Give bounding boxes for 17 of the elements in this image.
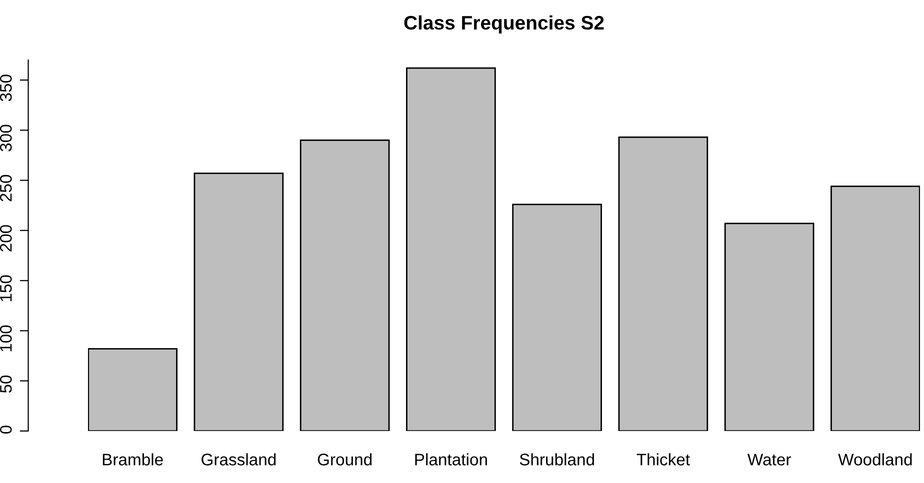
y-tick-label: 0 bbox=[0, 426, 12, 434]
y-tick-label: 350 bbox=[0, 74, 12, 102]
x-tick-label: Thicket bbox=[636, 453, 690, 466]
x-tick-label: Shrubland bbox=[520, 453, 594, 466]
y-tick-label: 100 bbox=[0, 325, 12, 352]
x-tick-label: Grassland bbox=[202, 453, 276, 466]
y-tick-label: 300 bbox=[0, 124, 12, 152]
x-tick-label: Bramble bbox=[102, 453, 163, 466]
y-tick-label: 250 bbox=[0, 174, 12, 202]
chart-title: Class Frequencies S2 bbox=[404, 15, 604, 34]
x-tick-label: Woodland bbox=[838, 453, 912, 466]
x-tick-label: Plantation bbox=[415, 453, 487, 466]
y-tick-label: 50 bbox=[0, 375, 12, 393]
y-tick-label: 150 bbox=[0, 275, 12, 302]
x-tick-label: Water bbox=[747, 454, 791, 466]
x-tick-label: Ground bbox=[318, 453, 372, 466]
y-tick-label: 200 bbox=[0, 225, 12, 252]
